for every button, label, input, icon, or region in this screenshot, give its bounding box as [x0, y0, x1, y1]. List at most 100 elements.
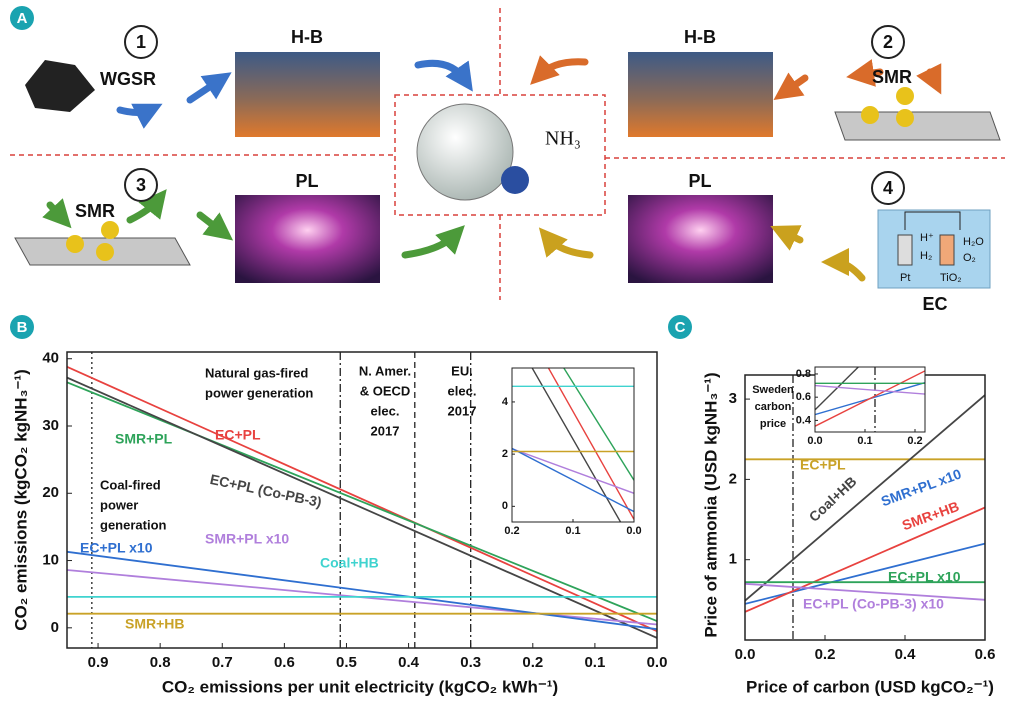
series-line [67, 550, 657, 631]
chart: 0.0 0.2 0.4 0.6 1 2 3 Price of carbon (USD kgCO… [701, 372, 995, 696]
inset-line [815, 384, 925, 395]
y-tick-label: 1 [729, 551, 737, 568]
badge: A [17, 10, 28, 27]
x-axis-label: CO₂ emissions per unit electricity (kgCO… [162, 677, 558, 696]
ec-cell [877, 209, 991, 289]
y-tick-label: 0.8 [796, 368, 811, 380]
x-tick-label: 0.2 [907, 435, 922, 447]
inset-bg [512, 368, 634, 522]
y-tick-label: 40 [42, 350, 59, 367]
x-tick-label: 0.2 [504, 525, 519, 537]
annotation: generation [100, 517, 167, 532]
y-tick-label: 30 [42, 417, 59, 434]
series-label: EC+PL [800, 457, 846, 473]
cell-label: Pt [900, 272, 910, 284]
series-line [67, 365, 657, 633]
x-tick-label: 0.1 [857, 435, 872, 447]
plot-area [815, 367, 925, 432]
y-tick-label: 2 [729, 470, 737, 487]
step: 4 [883, 178, 893, 198]
annotation: & OECD [360, 383, 411, 398]
x-tick-label: 0.5 [336, 654, 357, 671]
factory-image [235, 52, 380, 137]
step: 3 [136, 175, 146, 195]
series-label: EC+PL (Co-PB-3) x10 [803, 596, 944, 612]
process: SMR [75, 201, 115, 221]
plot-frame [66, 351, 658, 649]
series-label: Coal+HB [320, 555, 379, 571]
step: 1 [136, 32, 146, 52]
annotation: EU. [451, 363, 473, 378]
annotation: Natural gas-fired [205, 365, 308, 380]
cell-labels: H⁺ H₂ H₂O O₂ Pt TiO₂ [900, 232, 984, 284]
x-tick-label: 0.2 [522, 654, 543, 671]
series-label: SMR+HB [125, 616, 185, 632]
x-tick-label: 0.0 [626, 525, 641, 537]
process: SMR [872, 67, 912, 87]
x-tick-label: 0.6 [274, 654, 295, 671]
x-tick-label: 0.6 [975, 646, 996, 663]
cell-label: TiO₂ [940, 272, 962, 284]
plasma-image [235, 195, 380, 283]
inset: 0.0 0.1 0.2 0.4 0.6 0.8 [796, 366, 926, 447]
x-tick-label: 0.0 [807, 435, 822, 447]
step: 2 [883, 32, 893, 52]
series-line [67, 381, 657, 622]
y-tick-label: 0 [51, 619, 59, 636]
inset-line [815, 370, 925, 427]
annotation: carbon [755, 401, 792, 413]
series-line [745, 582, 985, 601]
plot-area [67, 352, 657, 648]
inset-line [531, 368, 622, 522]
annotation: elec. [448, 383, 477, 398]
plasma-image [628, 195, 773, 283]
dividers [10, 8, 1005, 300]
x-axis-label: Price of carbon (USD kgCO₂⁻¹) [746, 677, 994, 696]
series-label: EC+PL [215, 427, 261, 443]
annotation: power generation [205, 385, 313, 400]
annotation: Sweden [752, 384, 794, 396]
annotation: Coal-fired [100, 477, 161, 492]
series-line [745, 506, 985, 613]
y-tick-label: 0.4 [796, 414, 812, 426]
x-tick-label: 0.0 [647, 654, 668, 671]
cell-label: H₂ [920, 250, 932, 262]
y-tick-label: 20 [42, 484, 59, 501]
inset-line [512, 448, 634, 494]
x-tick-label: 0.0 [735, 646, 756, 663]
cell-label: O₂ [963, 252, 976, 264]
ammonia-tank [416, 103, 514, 201]
x-tick-label: 0.2 [815, 646, 836, 663]
x-tick-label: 0.9 [88, 654, 109, 671]
y-tick-label: 2 [502, 448, 508, 460]
route: H-B [684, 27, 716, 47]
inset-bg [815, 367, 925, 432]
annotation: price [760, 418, 786, 430]
y-tick-label: 3 [729, 390, 737, 407]
cell-label: H₂O [963, 236, 984, 248]
annotation: 2017 [448, 403, 477, 418]
series-label: EC+PL (Co-PB-3) [209, 471, 324, 510]
badge-circles [10, 6, 692, 339]
y-tick-label: 4 [502, 396, 509, 408]
arrows [42, 55, 942, 282]
route: PL [688, 171, 711, 191]
plot-area [512, 368, 634, 522]
series-label: SMR+HB [900, 498, 961, 533]
y-axis-label: Price of ammonia (USD kgNH₃⁻¹) [701, 372, 720, 637]
coal [25, 60, 95, 112]
x-tick-label: 0.7 [212, 654, 233, 671]
x-tick-label: 0.4 [398, 654, 420, 671]
x-tick-label: 0.3 [460, 654, 481, 671]
x-tick-label: 0.4 [895, 646, 917, 663]
annotation: N. Amer. [359, 363, 411, 378]
y-tick-label: 10 [42, 552, 59, 569]
series-line [745, 394, 985, 602]
route: H-B [291, 27, 323, 47]
chart: 0.9 0.8 0.7 0.6 0.5 0.4 0.3 0.2 0.1 0.0010203040C… [11, 350, 667, 697]
plot-area [745, 375, 985, 640]
molecule [501, 166, 529, 194]
inset-frame [814, 366, 926, 433]
process: WGSR [100, 69, 156, 89]
